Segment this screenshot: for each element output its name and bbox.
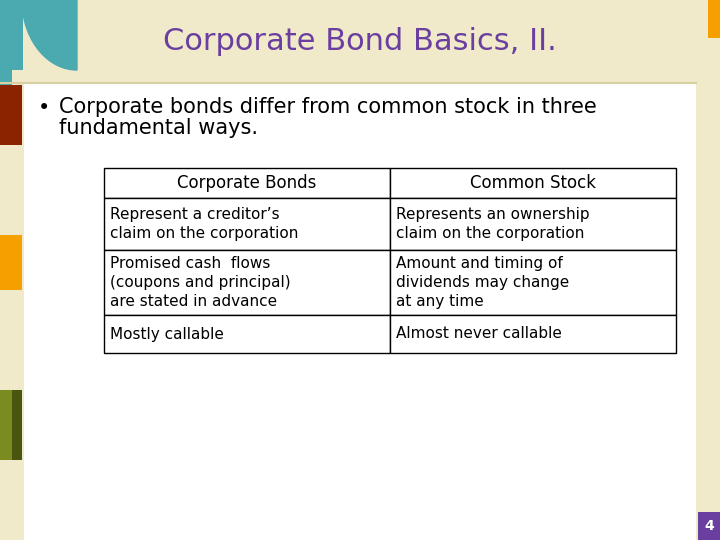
Bar: [24, 83, 696, 540]
Bar: [390, 168, 676, 198]
Bar: [708, 0, 720, 38]
Bar: [0, 390, 12, 460]
Bar: [0, 0, 12, 85]
Bar: [12, 390, 22, 460]
Text: Common Stock: Common Stock: [470, 174, 596, 192]
Bar: [12, 460, 22, 540]
Bar: [12, 85, 22, 145]
Bar: [390, 198, 676, 250]
Text: fundamental ways.: fundamental ways.: [59, 118, 258, 138]
Bar: [104, 250, 390, 315]
Bar: [0, 290, 12, 390]
Bar: [0, 0, 22, 70]
Text: Promised cash  flows
(coupons and principal)
are stated in advance: Promised cash flows (coupons and princip…: [110, 256, 291, 309]
Bar: [698, 512, 720, 540]
Bar: [12, 145, 22, 235]
Bar: [104, 315, 390, 353]
Bar: [698, 0, 708, 540]
Bar: [0, 85, 12, 145]
Text: Corporate Bond Basics, II.: Corporate Bond Basics, II.: [163, 28, 557, 57]
Bar: [12, 0, 22, 85]
Bar: [390, 315, 676, 353]
Text: 4: 4: [704, 519, 714, 533]
Bar: [390, 250, 676, 315]
Bar: [0, 235, 12, 290]
Text: Represent a creditor’s
claim on the corporation: Represent a creditor’s claim on the corp…: [110, 207, 298, 241]
Bar: [12, 290, 22, 390]
Bar: [12, 235, 22, 290]
Text: Represents an ownership
claim on the corporation: Represents an ownership claim on the cor…: [396, 207, 590, 241]
Bar: [0, 460, 12, 540]
Text: •: •: [38, 98, 50, 118]
Text: Corporate Bonds: Corporate Bonds: [177, 174, 317, 192]
Bar: [24, 0, 696, 83]
Bar: [708, 0, 720, 540]
Text: Corporate bonds differ from common stock in three: Corporate bonds differ from common stock…: [59, 97, 597, 117]
Bar: [104, 168, 390, 198]
Polygon shape: [22, 0, 77, 70]
Text: Almost never callable: Almost never callable: [396, 327, 562, 341]
Bar: [0, 145, 12, 235]
Text: Mostly callable: Mostly callable: [110, 327, 224, 341]
Text: Amount and timing of
dividends may change
at any time: Amount and timing of dividends may chang…: [396, 256, 570, 309]
Bar: [104, 198, 390, 250]
